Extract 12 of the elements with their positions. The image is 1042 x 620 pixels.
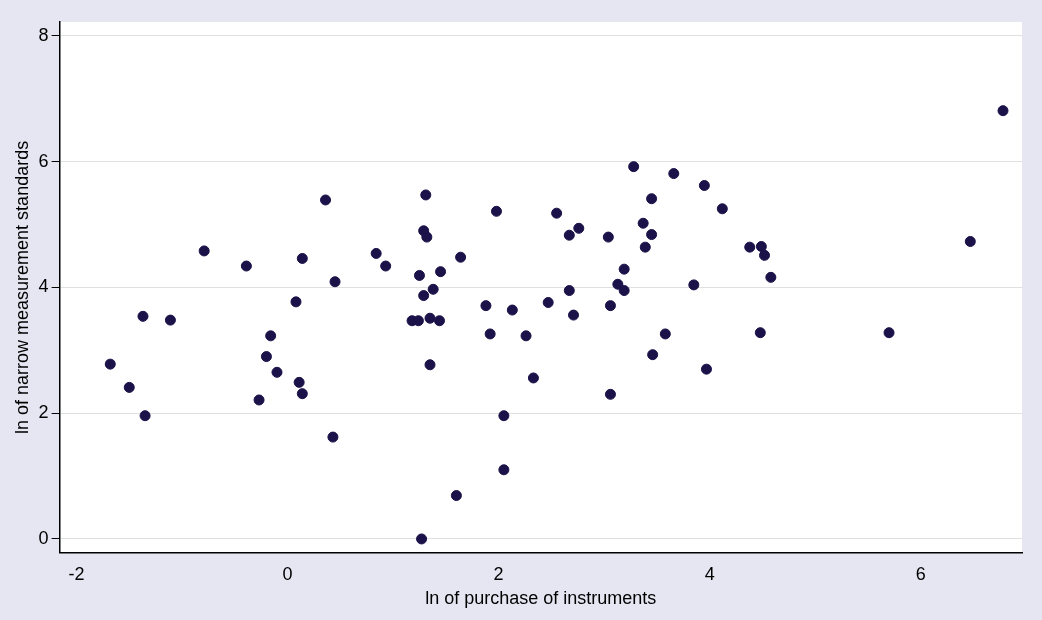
x-tick-label: 6 [915,563,926,584]
y-tick-label: 6 [38,150,49,171]
y-axis-title: ln of narrow measurement standards [11,140,32,434]
x-tick-label: 4 [704,563,715,584]
y-tick-label: 8 [38,24,49,45]
x-tick-label: 0 [282,563,293,584]
y-tick-label: 4 [38,276,49,297]
y-tick-label: 0 [38,527,49,548]
x-axis-title: ln of purchase of instruments [425,588,657,609]
y-tick-label: 2 [38,402,49,423]
x-tick-label: 2 [493,563,504,584]
x-tick-label: -2 [68,563,85,584]
